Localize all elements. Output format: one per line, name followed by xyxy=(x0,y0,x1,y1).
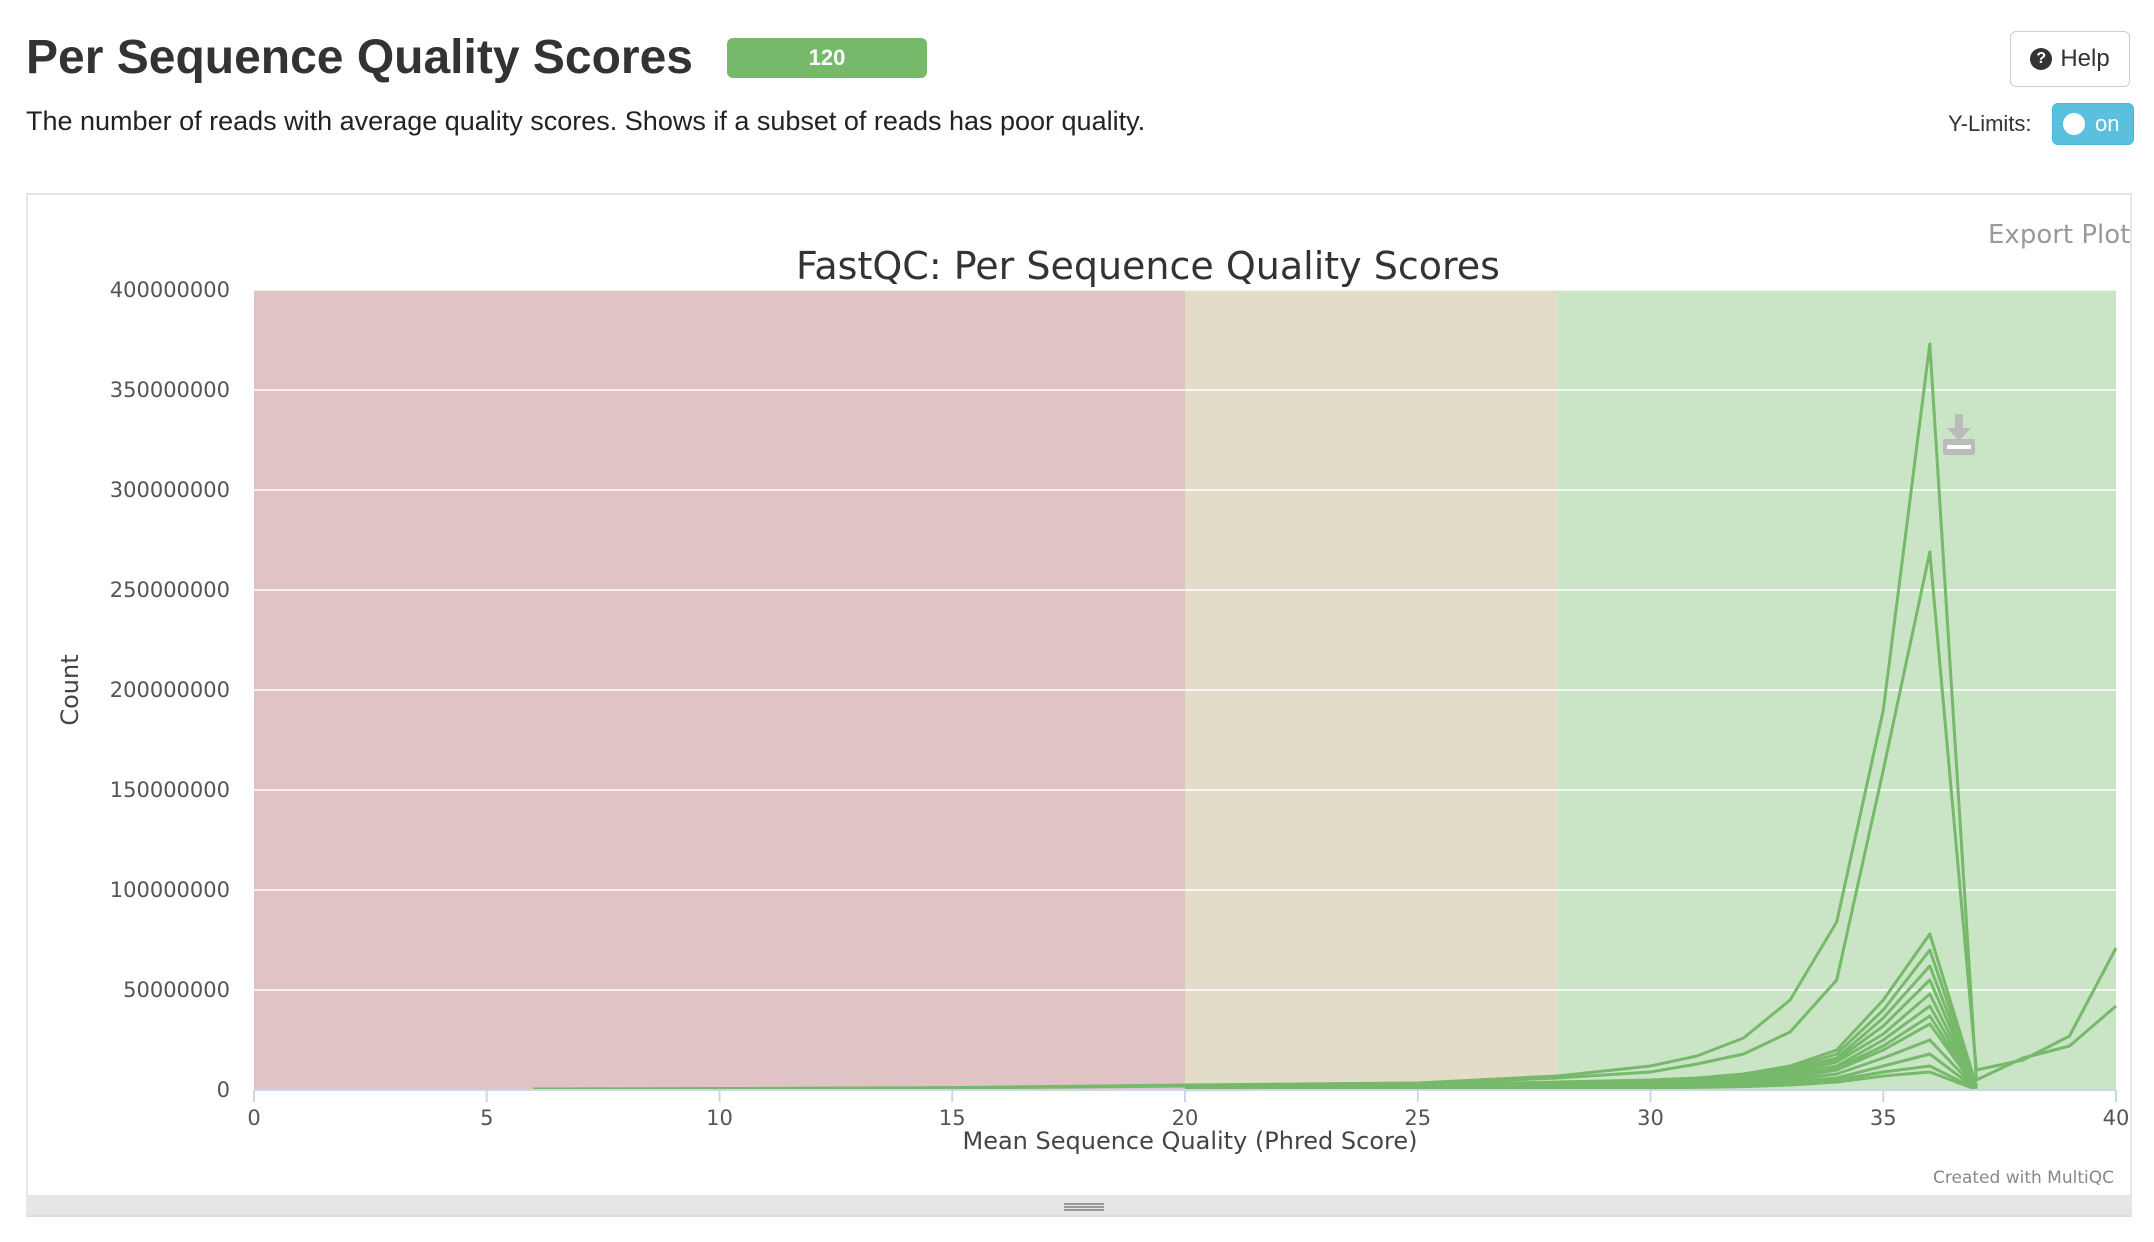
x-axis-label: Mean Sequence Quality (Phred Score) xyxy=(962,1127,1417,1155)
plot-panel: 0 50000000 100000000 150000000 200000000 2500… xyxy=(26,193,2132,1197)
series-line-14[interactable] xyxy=(1184,1070,1977,1092)
export-plot-button[interactable]: Export Plot xyxy=(1943,220,2130,455)
download-icon xyxy=(1943,414,1975,455)
y-tick-label: 250000000 xyxy=(110,578,230,602)
x-tick-label: 35 xyxy=(1870,1106,1897,1130)
y-tick-label: 200000000 xyxy=(110,678,230,702)
x-tick-label: 40 xyxy=(2103,1106,2130,1130)
drag-handle-icon xyxy=(1064,1203,1104,1211)
y-tick-label: 150000000 xyxy=(110,778,230,802)
chart-title: FastQC: Per Sequence Quality Scores xyxy=(796,244,1500,288)
multiqc-credit: Created with MultiQC xyxy=(1933,1168,2114,1188)
plot-resize-handle[interactable] xyxy=(26,1197,2132,1217)
question-circle-icon: ? xyxy=(2030,48,2053,70)
axes: 0 50000000 100000000 150000000 200000000 2500… xyxy=(110,278,2130,1130)
x-tick-label: 10 xyxy=(706,1106,733,1130)
ylimits-toggle[interactable]: on xyxy=(2052,103,2134,145)
section-title: Per Sequence Quality Scores xyxy=(26,31,693,84)
y-tick-label: 0 xyxy=(217,1078,230,1102)
export-plot-label: Export Plot xyxy=(1988,220,2130,250)
section-description: The number of reads with average quality… xyxy=(26,106,1146,136)
help-button-label: Help xyxy=(2060,45,2110,72)
y-tick-label: 300000000 xyxy=(110,478,230,502)
x-tick-label: 20 xyxy=(1172,1106,1199,1130)
quality-scores-chart: 0 50000000 100000000 150000000 200000000 2500… xyxy=(56,220,2130,1188)
y-tick-label: 400000000 xyxy=(110,278,230,302)
x-tick-label: 25 xyxy=(1404,1106,1431,1130)
help-button[interactable]: ? Help xyxy=(2010,31,2130,87)
x-tick-label: 30 xyxy=(1637,1106,1664,1130)
y-tick-label: 50000000 xyxy=(123,978,230,1002)
y-tick-label: 350000000 xyxy=(110,378,230,402)
series-lines xyxy=(533,342,2118,1092)
ylimits-label: Y-Limits: xyxy=(1948,111,2032,136)
grid-lines xyxy=(254,289,2116,991)
ylimits-toggle-state: on xyxy=(2095,111,2120,136)
series-line-2[interactable] xyxy=(533,550,2118,1091)
y-axis-label: Count xyxy=(56,654,84,725)
sample-count-badge: 120 xyxy=(727,38,927,78)
x-tick-label: 15 xyxy=(939,1106,966,1130)
toggle-knob xyxy=(2063,113,2085,135)
y-tick-label: 100000000 xyxy=(110,878,230,902)
x-tick-label: 0 xyxy=(247,1106,260,1130)
x-tick-label: 5 xyxy=(480,1106,493,1130)
